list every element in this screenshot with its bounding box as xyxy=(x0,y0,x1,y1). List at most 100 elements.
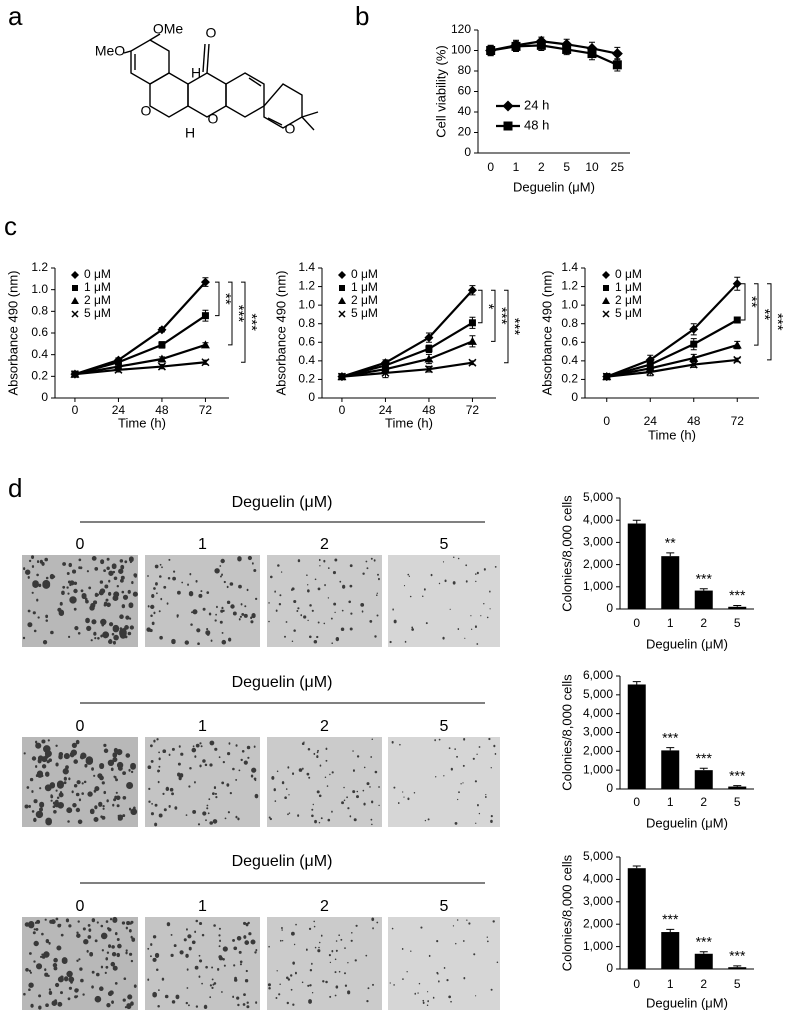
x-axis-label: Time (h) xyxy=(385,415,433,430)
y-tick-label: 80 xyxy=(458,63,472,77)
y-tick-label: 20 xyxy=(458,125,472,139)
marker xyxy=(602,297,610,304)
chemical-structure xyxy=(123,33,319,131)
x-tick-label: 1 xyxy=(667,977,674,991)
y-tick-label: 60 xyxy=(458,84,472,98)
colonies xyxy=(23,739,138,826)
y-tick-label: 0 xyxy=(308,390,315,404)
marker xyxy=(587,49,597,59)
error-bar xyxy=(733,965,742,968)
x-tick-label: 24 xyxy=(644,414,658,428)
bond xyxy=(248,77,262,87)
marker xyxy=(689,353,699,362)
series-line xyxy=(341,361,473,378)
y-tick-label: 4,000 xyxy=(583,512,613,526)
x-tick-label: 2 xyxy=(700,977,707,991)
y-tick-label: 0.8 xyxy=(561,316,578,330)
significance-bracket xyxy=(491,289,496,342)
marker xyxy=(158,341,166,349)
marker xyxy=(467,285,477,295)
x-tick-label: 1 xyxy=(667,616,674,630)
marker xyxy=(468,319,476,327)
y-tick-label: 0.8 xyxy=(298,316,315,330)
dose-label: 2 xyxy=(320,718,329,735)
x-tick-label: 5 xyxy=(563,160,570,174)
bond xyxy=(123,50,132,54)
marker xyxy=(200,277,210,287)
atom-label: OMe xyxy=(153,21,184,37)
y-tick-label: 0.2 xyxy=(31,369,48,383)
significance-bracket xyxy=(228,281,233,346)
marker xyxy=(467,336,477,345)
legend-label: 5 μM xyxy=(84,306,111,320)
bar xyxy=(661,750,680,789)
structure-labels: OMe MeO O H H O O O xyxy=(95,21,296,141)
error-bar xyxy=(632,681,641,685)
y-tick-label: 1.0 xyxy=(561,297,578,311)
error-bar xyxy=(733,785,742,787)
x-tick-label: 48 xyxy=(155,403,169,417)
significance-bracket xyxy=(478,289,483,324)
y-axis-label: Colonies/8,000 cells xyxy=(559,495,574,612)
bar xyxy=(661,932,680,969)
significance-label: *** xyxy=(493,307,510,325)
y-tick-label: 0.2 xyxy=(561,372,578,386)
y-tick-label: 100 xyxy=(451,43,471,57)
bond xyxy=(301,116,315,131)
x-tick-label: 0 xyxy=(487,160,494,174)
bar xyxy=(661,556,680,609)
significance-label: ** xyxy=(665,535,676,551)
error-bar xyxy=(699,767,708,771)
significance-bracket xyxy=(241,281,246,363)
significance-label: ** xyxy=(756,309,773,321)
marker xyxy=(424,333,434,343)
micrograph xyxy=(388,737,500,827)
y-axis-label: Absorbance 490 (nm) xyxy=(539,270,554,395)
marker xyxy=(201,358,210,367)
colonies xyxy=(23,916,137,1010)
marker xyxy=(425,345,433,353)
bar xyxy=(627,684,646,789)
dose-label: 1 xyxy=(198,898,207,915)
x-tick-label: 5 xyxy=(734,977,741,991)
y-tick-label: 1.2 xyxy=(298,279,315,293)
legend-label: 48 h xyxy=(524,117,549,132)
atom-label: O xyxy=(206,25,217,41)
y-tick-label: 0.8 xyxy=(31,304,48,318)
bond xyxy=(149,33,161,41)
y-tick-label: 1,000 xyxy=(583,762,613,776)
error-bar xyxy=(666,747,675,751)
y-tick-label: 0.6 xyxy=(561,334,578,348)
y-tick-label: 0.4 xyxy=(31,347,48,361)
legend-label: 1 μM xyxy=(84,280,111,294)
x-tick-label: 0 xyxy=(339,403,346,417)
atom-label: H xyxy=(191,65,201,81)
atom-label: H xyxy=(185,125,195,141)
significance-bracket xyxy=(741,283,746,321)
significance-label: *** xyxy=(729,587,746,603)
y-tick-label: 1.2 xyxy=(561,279,578,293)
marker xyxy=(338,297,346,304)
y-tick-label: 5,000 xyxy=(583,490,613,504)
y-axis-label: Absorbance 490 (nm) xyxy=(5,270,20,395)
y-tick-label: 120 xyxy=(451,22,471,36)
panel-label: a xyxy=(8,1,23,31)
significance-bracket xyxy=(767,283,772,361)
ring xyxy=(263,83,303,129)
y-tick-label: 0.4 xyxy=(561,353,578,367)
panel-label: b xyxy=(355,1,369,31)
significance-bracket xyxy=(754,283,759,346)
y-tick-label: 0 xyxy=(606,961,613,975)
ring xyxy=(225,72,265,118)
legend-label: 24 h xyxy=(524,97,549,112)
y-tick-label: 40 xyxy=(458,104,472,118)
dose-label: 2 xyxy=(320,536,329,553)
micrograph xyxy=(388,917,500,1010)
y-tick-label: 2,000 xyxy=(583,916,613,930)
marker xyxy=(70,370,79,379)
series-line xyxy=(490,44,618,66)
y-tick-label: 1,000 xyxy=(583,939,613,953)
x-axis-label: Time (h) xyxy=(118,415,166,430)
colonies xyxy=(146,555,258,646)
